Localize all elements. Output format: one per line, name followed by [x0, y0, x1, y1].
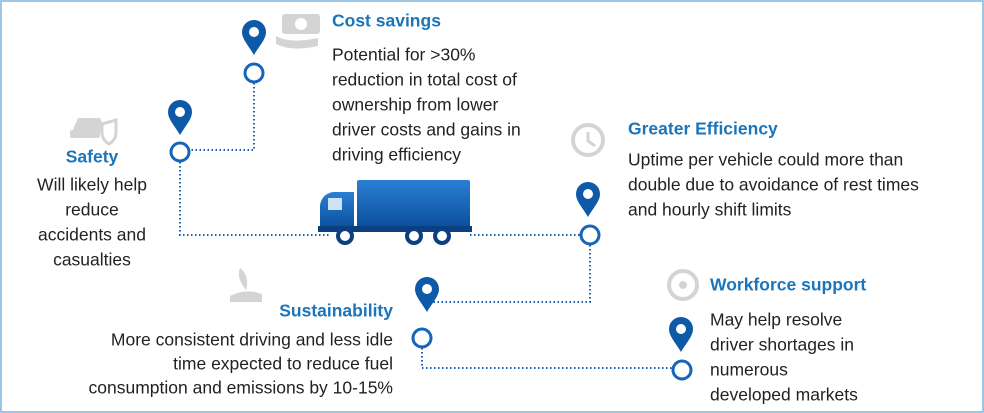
workforce-support: Workforce support May help resolve drive… [710, 275, 866, 405]
text-line: driving efficiency [332, 145, 461, 165]
text-line: developed markets [710, 385, 858, 405]
text-line: consumption and emissions by 10-15% [89, 378, 393, 398]
text-line: time expected to reduce fuel [173, 354, 393, 374]
text-line: numerous [710, 360, 788, 380]
cost-savings: Cost savings Potential for >30% reductio… [332, 11, 521, 165]
safety: Safety Will likely help reduce accidents… [37, 147, 147, 270]
greater-efficiency: Greater Efficiency Uptime per vehicle co… [628, 119, 919, 220]
text-line: and hourly shift limits [628, 200, 792, 220]
sustainability: Sustainability More consistent driving a… [89, 301, 394, 398]
text-line: casualties [53, 250, 131, 270]
text-line: Potential for >30% [332, 45, 476, 65]
text-line: driver costs and gains in [332, 120, 521, 140]
text-line: driver shortages in [710, 335, 854, 355]
text-line: reduction in total cost of [332, 70, 517, 90]
title: Cost savings [332, 11, 441, 31]
infographic: Cost savings Potential for >30% reductio… [0, 0, 984, 413]
text-line: Will likely help [37, 175, 147, 195]
title: Workforce support [710, 275, 866, 295]
truck [318, 180, 472, 243]
text-line: More consistent driving and less idle [111, 330, 393, 350]
text-line: Uptime per vehicle could more than [628, 150, 903, 170]
title: Greater Efficiency [628, 119, 778, 139]
text-line: ownership from lower [332, 95, 498, 115]
title: Sustainability [279, 301, 393, 321]
text-line: accidents and [38, 225, 146, 245]
title: Safety [66, 147, 119, 167]
text-line: May help resolve [710, 310, 842, 330]
text-line: double due to avoidance of rest times [628, 175, 919, 195]
text-line: reduce [65, 200, 119, 220]
